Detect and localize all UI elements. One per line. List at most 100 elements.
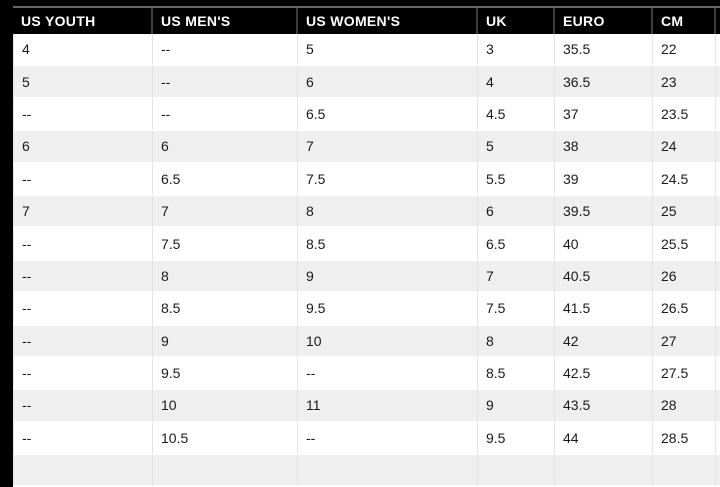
column-header-cm: CM [653,8,716,34]
table-cell: 37 [555,98,653,132]
table-row: 4 -- 5 3 35.5 22 [13,34,720,67]
table-cell: 6 [13,131,153,164]
table-cell: 9.5 [478,422,555,456]
table-cell: 9 [478,390,555,423]
table-cell: 27 [653,325,716,358]
table-cell: 10 [153,390,298,423]
table-row: 6 6 7 5 38 24 [13,131,720,164]
table-cell: 4.5 [478,98,555,132]
table-cell: 7.5 [298,163,478,196]
table-cell: -- [13,422,153,456]
table-cell: 7 [153,195,298,229]
table-row: -- 8.5 9.5 7.5 41.5 26.5 [13,293,720,326]
table-cell: -- [13,325,153,358]
table-row: -- 6.5 7.5 5.5 39 24.5 [13,163,720,196]
table-cell: 24.5 [653,163,716,196]
table-cell: 36.5 [555,66,653,99]
size-chart-table: US YOUTH US MEN'S US WOMEN'S UK EURO CM 4 -- 5 3… [13,6,720,487]
table-row: -- -- 6.5 4.5 37 23.5 [13,98,720,132]
table-cell: 38 [555,131,653,164]
table-cell: 7.5 [153,228,298,261]
table-cell-clipped [716,293,720,326]
table-cell: -- [298,422,478,456]
table-cell: 9.5 [153,357,298,391]
table-cell: 4 [478,66,555,99]
table-row: -- 8 9 7 40.5 26 [13,260,720,294]
table-cell-clipped [716,325,720,358]
table-cell: -- [13,293,153,326]
table-cell: 10 [298,325,478,358]
table-cell-clipped [716,357,720,391]
table-cell: 9.5 [298,293,478,326]
table-cell: 24 [653,131,716,164]
table-cell: 7 [13,195,153,229]
table-cell: 5 [478,131,555,164]
table-cell: 10.5 [153,422,298,456]
table-cell: 41.5 [555,293,653,326]
table-cell-clipped [716,195,720,229]
table-cell: 7 [478,260,555,294]
table-cell: 26 [653,260,716,294]
table-row-partial [13,455,720,487]
size-chart-region[interactable]: US YOUTH US MEN'S US WOMEN'S UK EURO CM 4 -- 5 3… [13,6,720,487]
table-cell: 5 [298,34,478,67]
table-cell: 6 [478,195,555,229]
table-cell: 6 [153,131,298,164]
table-cell [153,455,298,487]
table-cell [555,455,653,487]
table-cell-clipped [716,390,720,423]
table-body: 4 -- 5 3 35.5 22 5 -- 6 4 36.5 23 -- -- 6.5 4.5 37 23.5 6 6… [13,34,720,487]
table-cell: 8 [478,325,555,358]
table-cell: 42.5 [555,357,653,391]
table-cell-clipped [716,131,720,164]
table-cell: -- [153,34,298,67]
table-cell: 8 [153,260,298,294]
table-cell: -- [153,98,298,132]
column-header-euro: EURO [555,8,653,34]
table-cell-clipped [716,163,720,196]
table-row: -- 9 10 8 42 27 [13,325,720,358]
column-header-us-youth: US YOUTH [13,8,153,34]
column-header-uk: UK [478,8,555,34]
table-cell: 43.5 [555,390,653,423]
table-row: 5 -- 6 4 36.5 23 [13,66,720,99]
table-cell: 23.5 [653,98,716,132]
table-cell: 22 [653,34,716,67]
table-row: -- 7.5 8.5 6.5 40 25.5 [13,228,720,261]
table-cell: -- [13,98,153,132]
table-cell: 25 [653,195,716,229]
table-cell: 5 [13,66,153,99]
table-cell: -- [13,163,153,196]
table-cell: 40.5 [555,260,653,294]
table-cell: 9 [298,260,478,294]
table-cell: 23 [653,66,716,99]
header-row: US YOUTH US MEN'S US WOMEN'S UK EURO CM [13,8,720,34]
table-cell: 9 [153,325,298,358]
table-cell-clipped [716,422,720,456]
table-cell-clipped [716,34,720,67]
table-cell: -- [13,260,153,294]
table-row: -- 10 11 9 43.5 28 [13,390,720,423]
table-cell: 4 [13,34,153,67]
table-cell: 6.5 [298,98,478,132]
table-cell: -- [153,66,298,99]
table-cell [298,455,478,487]
table-cell [653,455,716,487]
table-cell: 3 [478,34,555,67]
table-cell: 7.5 [478,293,555,326]
table-cell: 8.5 [478,357,555,391]
table-cell-clipped [716,455,720,487]
table-header: US YOUTH US MEN'S US WOMEN'S UK EURO CM [13,8,720,34]
table-cell: 35.5 [555,34,653,67]
table-cell [478,455,555,487]
table-cell: 8 [298,195,478,229]
table-cell: 7 [298,131,478,164]
table-cell: 39.5 [555,195,653,229]
table-cell: 8.5 [153,293,298,326]
table-row: -- 9.5 -- 8.5 42.5 27.5 [13,357,720,391]
table-cell: 28 [653,390,716,423]
table-cell: 25.5 [653,228,716,261]
table-cell: -- [13,228,153,261]
table-cell: 28.5 [653,422,716,456]
column-header-clipped [716,8,720,34]
